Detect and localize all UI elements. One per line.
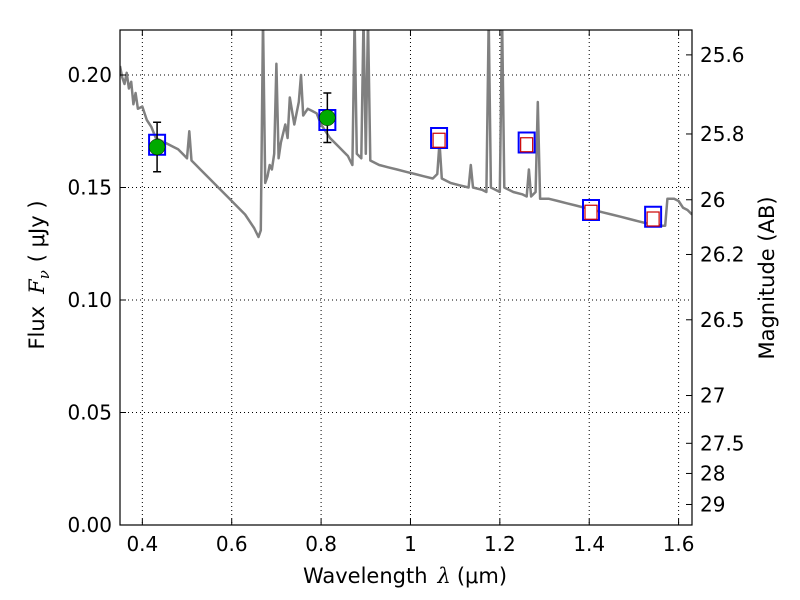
- x-tick-label: 1.2: [484, 532, 516, 556]
- sed-model-line: [120, 30, 692, 239]
- x-tick-label: 1.6: [663, 532, 695, 556]
- predicted-flux-marker: [584, 204, 598, 220]
- model-photometry-box: [430, 127, 449, 149]
- y2-tick-label: 29: [700, 492, 725, 516]
- predicted-flux-marker: [646, 211, 660, 227]
- x-axis-label: Wavelength λ (μm): [303, 564, 507, 588]
- y2-tick-label: 27.5: [700, 431, 745, 455]
- model-photometry-box: [644, 205, 663, 228]
- y-tick-label: 0.15: [67, 176, 112, 200]
- predicted-flux-marker: [432, 132, 446, 148]
- axes: 0.4 0.6 0.8 1 1.2 1.4 1.6 0.00 0.05 0.10 0.15 0.20 2…: [67, 29, 745, 556]
- model-photometry-box: [517, 131, 536, 154]
- x-tick-label: 0.4: [126, 532, 158, 556]
- y2-tick-label: 25.8: [700, 122, 745, 146]
- y2-tick-label: 26: [700, 188, 725, 212]
- observed-flux-point: [319, 109, 336, 126]
- y-tick-label: 0.10: [67, 288, 112, 312]
- y-tick-label: 0.20: [67, 63, 112, 87]
- plot-area: [120, 30, 692, 239]
- y2-tick-label: 25.6: [700, 43, 745, 67]
- y2-tick-label: 28: [700, 461, 725, 485]
- y-tick-label: 0.00: [67, 513, 112, 537]
- y2-tick-label: 26.2: [700, 242, 745, 266]
- x-tick-label: 0.8: [305, 532, 337, 556]
- plot-frame: [119, 29, 693, 526]
- y-axis-label: FluxFν( μJy ): [25, 200, 53, 349]
- predicted-flux-marker: [520, 137, 534, 153]
- y-tick-label: 0.05: [67, 401, 112, 425]
- y2-tick-label: 26.5: [700, 308, 745, 332]
- x-tick-label: 1: [404, 532, 417, 556]
- model-photometry-box: [582, 199, 601, 221]
- x-tick-label: 0.6: [216, 532, 248, 556]
- x-tick-label: 1.4: [573, 532, 605, 556]
- y2-axis-label: Magnitude (AB): [755, 196, 779, 359]
- y2-tick-label: 27: [700, 384, 725, 408]
- observed-flux-point: [148, 138, 166, 156]
- grid: [120, 30, 692, 526]
